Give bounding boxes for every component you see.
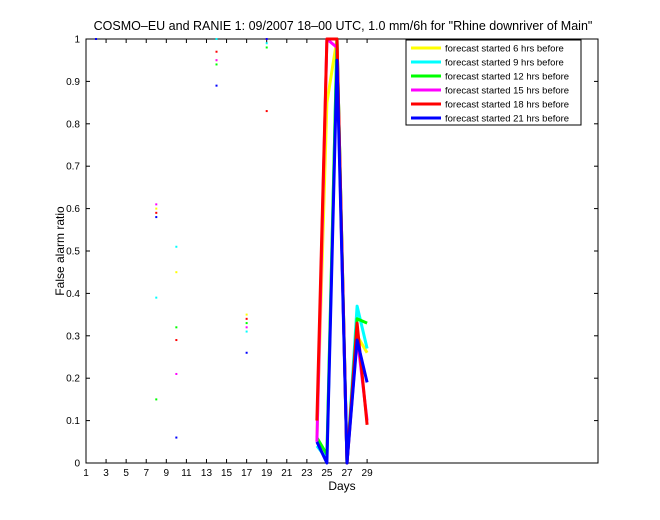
data-point [245, 351, 248, 354]
data-point [175, 436, 178, 439]
legend-label: forecast started 15 hrs before [445, 86, 569, 97]
x-tick-label: 3 [103, 468, 109, 479]
data-point [245, 322, 248, 325]
data-point [155, 207, 158, 210]
legend-label: forecast started 9 hrs before [445, 58, 564, 69]
data-point [175, 326, 178, 329]
x-tick-label: 23 [301, 468, 313, 479]
x-tick-label: 11 [181, 468, 192, 479]
series-6 [95, 38, 369, 465]
legend: forecast started 6 hrs before forecast st… [405, 39, 582, 126]
y-tick-label: 0.5 [66, 247, 80, 258]
x-tick-label: 13 [201, 468, 213, 479]
legend-label: forecast started 12 hrs before [445, 72, 569, 83]
x-axis: 1 3 5 7 9 11 13 15 17 19 21 23 25 27 29 [83, 39, 373, 479]
x-tick-label: 5 [123, 468, 129, 479]
data-point [155, 296, 158, 299]
legend-label: forecast started 18 hrs before [445, 100, 569, 111]
data-point [245, 326, 248, 329]
y-axis: 0 0.1 0.2 0.3 0.4 0.5 0.6 0.7 0.8 0.9 1 [66, 35, 598, 470]
data-point [175, 339, 178, 342]
x-tick-label: 7 [143, 468, 149, 479]
x-axis-label: Days [328, 479, 355, 493]
y-tick-label: 0.2 [66, 374, 80, 385]
data-point [175, 245, 178, 248]
y-tick-label: 0 [74, 459, 80, 470]
x-tick-label: 19 [261, 468, 273, 479]
y-tick-label: 0.7 [66, 162, 80, 173]
y-axis-label: False alarm ratio [53, 206, 67, 296]
data-point [215, 50, 218, 53]
data-point [215, 84, 218, 87]
x-tick-label: 21 [281, 468, 293, 479]
x-tick-label: 29 [362, 468, 374, 479]
data-point [175, 372, 178, 375]
legend-label: forecast started 21 hrs before [445, 114, 569, 125]
y-tick-label: 0.6 [66, 204, 80, 215]
y-tick-label: 0.4 [66, 289, 80, 300]
data-point [215, 63, 218, 66]
data-point [215, 38, 218, 40]
data-point [265, 42, 268, 45]
y-tick-label: 1 [74, 35, 80, 46]
data-point [265, 38, 268, 40]
data-point [245, 317, 248, 320]
data-point [155, 398, 158, 401]
x-tick-label: 15 [221, 468, 233, 479]
data-point [265, 46, 268, 49]
data-point [265, 110, 268, 113]
data-point [155, 216, 158, 219]
x-tick-label: 17 [241, 468, 253, 479]
data-point [155, 203, 158, 206]
series-layer [95, 37, 369, 465]
y-tick-label: 0.8 [66, 119, 80, 130]
x-tick-label: 1 [83, 468, 89, 479]
y-tick-label: 0.3 [66, 331, 80, 342]
data-point [245, 313, 248, 316]
x-tick-label: 9 [164, 468, 170, 479]
series-line [315, 58, 369, 465]
x-tick-label: 27 [341, 468, 353, 479]
legend-box [405, 39, 582, 126]
x-tick-label: 25 [321, 468, 333, 479]
y-tick-label: 0.1 [66, 416, 80, 427]
y-tick-label: 0.9 [66, 77, 80, 88]
chart-title: COSMO–EU and RANIE 1: 09/2007 18–00 UTC,… [94, 19, 593, 33]
data-point [215, 59, 218, 62]
data-point [95, 38, 98, 40]
legend-label: forecast started 6 hrs before [445, 44, 564, 55]
data-point [245, 330, 248, 333]
data-point [155, 211, 158, 214]
data-point [175, 271, 178, 274]
